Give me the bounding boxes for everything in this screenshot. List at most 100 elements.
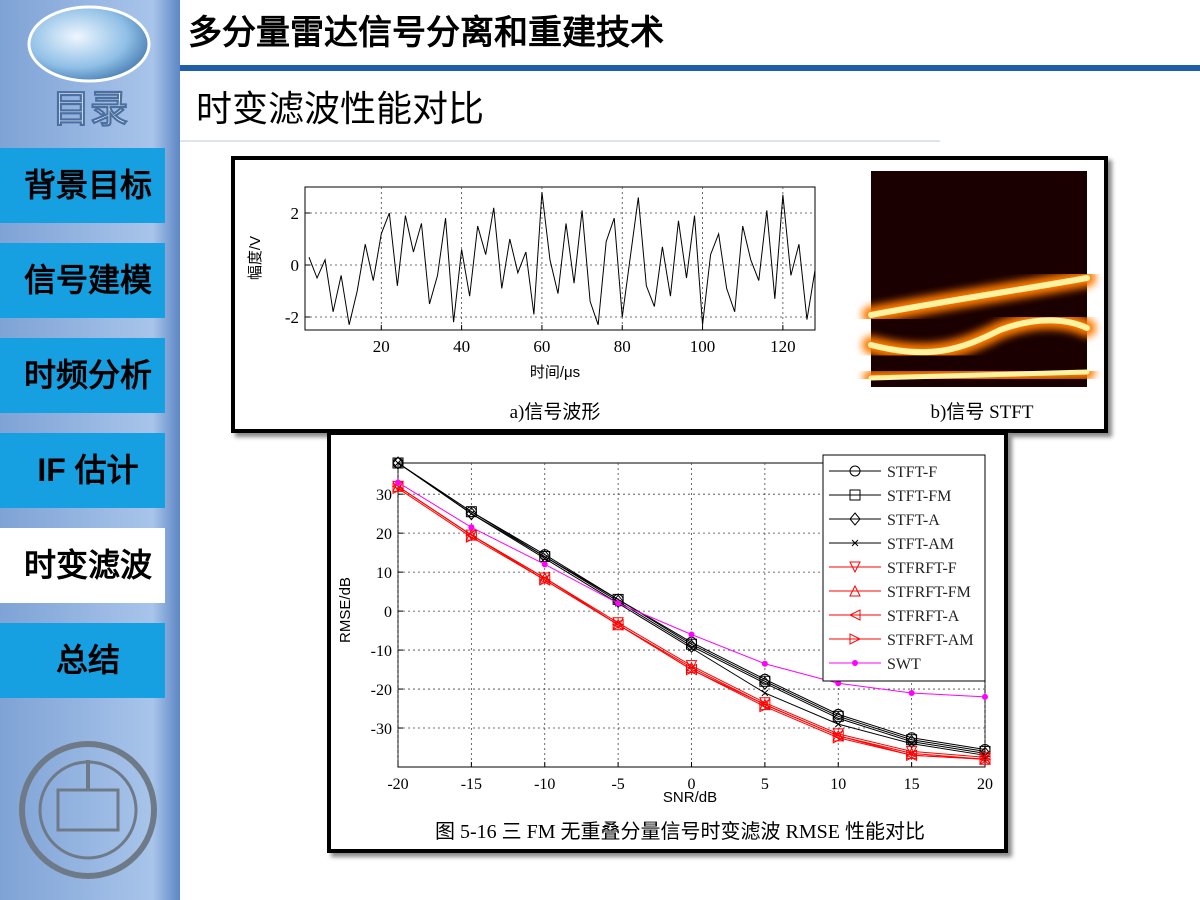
legend-marker [849, 512, 861, 526]
marker [686, 638, 697, 650]
nav-button[interactable] [0, 148, 165, 223]
marker [979, 746, 991, 761]
series-line [397, 487, 986, 760]
marker [688, 644, 695, 652]
y-tick-label: 2 [291, 204, 300, 223]
stft-image [862, 171, 1096, 387]
marker [685, 639, 698, 653]
nav-button[interactable] [0, 338, 165, 413]
marker [908, 740, 915, 747]
nav-label[interactable]: 时变滤波 [24, 547, 152, 583]
x-tick-label: -5 [611, 776, 624, 793]
series-line [397, 462, 986, 754]
marker [395, 479, 401, 486]
legend-marker [849, 584, 861, 597]
nav-label[interactable]: 总结 [56, 642, 120, 678]
marker [759, 700, 771, 713]
marker [686, 663, 698, 676]
marker [612, 618, 624, 631]
nav-button[interactable] [0, 623, 165, 698]
y-tick-label: 0 [384, 604, 392, 621]
marker [761, 689, 769, 697]
y-tick-label: 0 [291, 256, 300, 275]
legend-label: STFRFT-F [887, 560, 957, 577]
marker [982, 693, 988, 700]
nav-label[interactable]: 背景目标 [24, 167, 152, 203]
marker [758, 698, 771, 711]
series-line [397, 462, 986, 750]
marker [759, 676, 771, 690]
marker [835, 680, 842, 687]
legend-marker [849, 561, 861, 574]
legend-label: STFRFT-AM [887, 632, 974, 649]
marker [468, 510, 475, 518]
legend-marker [852, 660, 858, 666]
x-axis-label: 时间/μs [530, 364, 580, 381]
legend-label: STFT-A [887, 512, 940, 529]
slide-title: 多分量雷达信号分离和重建技术 [188, 13, 664, 52]
legend-label: STFT-AM [887, 536, 954, 553]
figure-caption: a)信号波形 [510, 401, 601, 423]
marker [759, 675, 771, 687]
series-line [397, 462, 986, 752]
legend-marker [849, 633, 862, 645]
marker [834, 720, 842, 728]
x-tick-label: -15 [461, 776, 482, 793]
y-tick-label: -20 [371, 682, 392, 699]
x-tick-label: 0 [688, 776, 696, 793]
legend-marker [849, 465, 861, 477]
marker [832, 731, 845, 744]
y-tick-label: -30 [371, 721, 392, 738]
marker [392, 456, 404, 470]
x-tick-label: 40 [453, 337, 470, 356]
marker [615, 600, 622, 607]
marker [541, 555, 549, 562]
y-axis-label: RMSE/dB [337, 577, 354, 643]
marker [906, 749, 918, 762]
y-tick-label: 10 [376, 565, 392, 582]
legend-marker [851, 539, 859, 547]
school-emblem [19, 741, 157, 879]
figure-caption: b)信号 STFT [931, 401, 1034, 423]
legend-label: SWT [887, 656, 921, 673]
marker [541, 561, 548, 568]
nav-heading: 目录 [52, 89, 128, 131]
x-tick-label: -20 [387, 776, 408, 793]
marker [832, 730, 844, 742]
x-tick-label: 15 [904, 776, 920, 793]
marker [761, 660, 768, 667]
marker [688, 631, 695, 638]
x-tick-label: 20 [373, 337, 390, 356]
title-rule [180, 65, 1200, 71]
nav-label[interactable]: IF 估计 [37, 452, 138, 488]
marker [979, 753, 992, 766]
x-tick-label: 20 [977, 776, 993, 793]
marker [468, 524, 475, 531]
x-tick-label: 80 [614, 337, 631, 356]
marker [539, 574, 551, 586]
nav-button[interactable] [0, 528, 165, 603]
nav-label[interactable]: 信号建模 [24, 262, 152, 298]
y-tick-label: 30 [376, 487, 392, 504]
figure-caption: 图 5-16 三 FM 无重叠分量信号时变滤波 RMSE 性能对比 [435, 820, 925, 843]
legend-label: STFRFT-A [887, 608, 960, 625]
slide-subtitle: 时变滤波性能对比 [196, 88, 484, 129]
marker [392, 482, 405, 495]
nav-label[interactable]: 时频分析 [24, 357, 152, 393]
nav-button[interactable] [0, 433, 165, 508]
marker [612, 618, 625, 631]
legend-marker [849, 489, 861, 501]
legend-label: STFT-F [887, 464, 937, 481]
y-tick-label: 20 [376, 526, 392, 543]
marker [394, 459, 402, 467]
y-tick-label: -2 [285, 308, 299, 327]
nav-button[interactable] [0, 243, 165, 318]
x-tick-label: -10 [534, 776, 555, 793]
marker [979, 751, 991, 764]
legend-marker [848, 609, 861, 621]
x-axis-label: SNR/dB [663, 789, 717, 806]
x-tick-label: 100 [690, 337, 716, 356]
marker [612, 594, 624, 609]
y-axis-label: 幅度/V [247, 236, 264, 280]
